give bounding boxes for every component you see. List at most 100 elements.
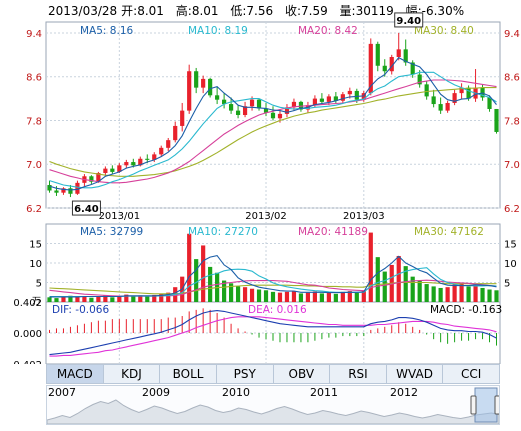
candle-body <box>222 99 227 105</box>
volume-bar <box>208 266 213 302</box>
volume-tick-right: 15 <box>504 240 517 251</box>
candle-body <box>96 172 101 182</box>
price-tick-right: 8.6 <box>504 73 520 84</box>
timeline-drag-handle[interactable] <box>494 395 499 415</box>
price-ma20-line <box>49 79 497 184</box>
volume-bar <box>152 294 157 302</box>
volume-bar <box>375 257 380 302</box>
price-tick-left: 8.6 <box>26 73 42 84</box>
candle-body <box>263 108 269 113</box>
volume-bar <box>249 288 255 302</box>
candle-body <box>403 49 408 63</box>
timeline-history-chart <box>47 387 499 424</box>
macd-legend-entry: MACD: -0.163 <box>430 304 502 316</box>
volume-bar <box>201 245 206 302</box>
candle-body <box>375 43 380 66</box>
candle-body <box>103 168 108 173</box>
price-ma10-line <box>49 71 497 189</box>
price-panel-frame <box>45 21 501 209</box>
volume-bar <box>368 232 373 302</box>
volume-bar <box>382 271 387 302</box>
month-tick-label: 2013/01 <box>99 211 141 222</box>
candle-body <box>242 106 248 115</box>
volume-bar <box>222 280 227 302</box>
volume-tick-left: 5 <box>36 279 42 290</box>
volume-bar <box>431 286 436 302</box>
candle-body <box>459 87 464 94</box>
timeline-drag-handle[interactable] <box>470 395 477 415</box>
stock-chart[interactable]: 9.4 9.4 8.6 8.6 7.8 7.8 7.0 7.0 6.2 6.2 2013/01 201… <box>0 0 521 364</box>
candle-body <box>138 158 143 166</box>
candle-body <box>389 57 394 72</box>
tab-wvad[interactable]: WVAD <box>387 365 444 383</box>
macd-tick-left: -0.402 <box>10 360 42 364</box>
tab-cci[interactable]: CCI <box>461 367 482 381</box>
candle-body <box>215 95 220 100</box>
volume-ma30-line <box>49 281 497 295</box>
candle-body <box>368 43 373 94</box>
macd-dea-line <box>49 316 497 357</box>
volume-bar <box>166 292 171 302</box>
volume-bar <box>459 282 464 302</box>
tab-kdj[interactable]: KDJ <box>104 365 161 383</box>
candle-body <box>270 112 276 119</box>
volume-bar <box>82 296 87 302</box>
candle-body <box>117 165 122 172</box>
volume-legend-entry: MA30: 47162 <box>414 226 484 238</box>
price-tick-right: 9.4 <box>504 29 520 40</box>
volume-unit-label: 万 <box>32 297 41 307</box>
volume-bar <box>438 287 443 302</box>
volume-bar <box>466 286 471 302</box>
month-tick-label: 2013/02 <box>245 211 287 222</box>
candle-body <box>312 98 318 106</box>
volume-bar <box>96 296 101 302</box>
candle-body <box>110 168 115 172</box>
timeline-year: 2012 <box>390 386 418 399</box>
open-value: 8.01 <box>137 4 164 18</box>
price-annotation-box <box>71 200 101 216</box>
close-value: 7.59 <box>301 4 328 18</box>
volume-bar <box>326 292 331 302</box>
candle-body <box>228 104 234 111</box>
volume-bar <box>138 295 143 302</box>
macd-dif-line <box>49 310 497 356</box>
low-value: 7.56 <box>246 4 274 18</box>
volume-bar <box>473 284 478 302</box>
volume-bar <box>347 291 352 302</box>
candle-body <box>466 87 471 99</box>
volume-bar <box>110 297 115 302</box>
volume-bar <box>494 290 499 302</box>
candle-body <box>173 125 178 141</box>
timeline-year: 2010 <box>222 386 250 399</box>
tab-macd[interactable]: MACD <box>47 365 104 383</box>
timeline-history-area <box>47 399 499 424</box>
candle-body <box>89 176 94 182</box>
candle-body <box>54 190 59 193</box>
volume-ma5-line <box>49 254 497 298</box>
volume-bar <box>124 294 129 302</box>
volume-bar <box>487 289 492 302</box>
high-value: 8.01 <box>191 4 219 18</box>
volume-bar <box>68 295 73 302</box>
candle-body <box>340 94 345 101</box>
volume-bar <box>424 284 429 302</box>
volume-tick-left: 15 <box>29 240 42 251</box>
volume-bar <box>480 287 485 302</box>
open-label: 开: <box>121 4 138 18</box>
volume-bar <box>54 298 59 302</box>
volume-legend-entry: MA10: 27270 <box>188 226 258 238</box>
tab-rsi[interactable]: RSI <box>330 365 387 383</box>
candle-body <box>145 158 150 160</box>
volume-value: 30119 <box>355 4 394 18</box>
candle-body <box>277 113 283 119</box>
volume-bar <box>361 290 366 302</box>
tab-boll[interactable]: BOLL <box>160 365 217 383</box>
timeline-navigator[interactable] <box>46 385 500 425</box>
candle-body <box>417 74 422 85</box>
timeline-selection-window[interactable] <box>474 387 498 423</box>
tab-obv[interactable]: OBV <box>274 365 331 383</box>
tab-psy[interactable]: PSY <box>217 365 274 383</box>
month-tick-label: 2013/03 <box>343 211 385 222</box>
volume-bar <box>61 296 66 302</box>
candle-body <box>396 49 401 58</box>
